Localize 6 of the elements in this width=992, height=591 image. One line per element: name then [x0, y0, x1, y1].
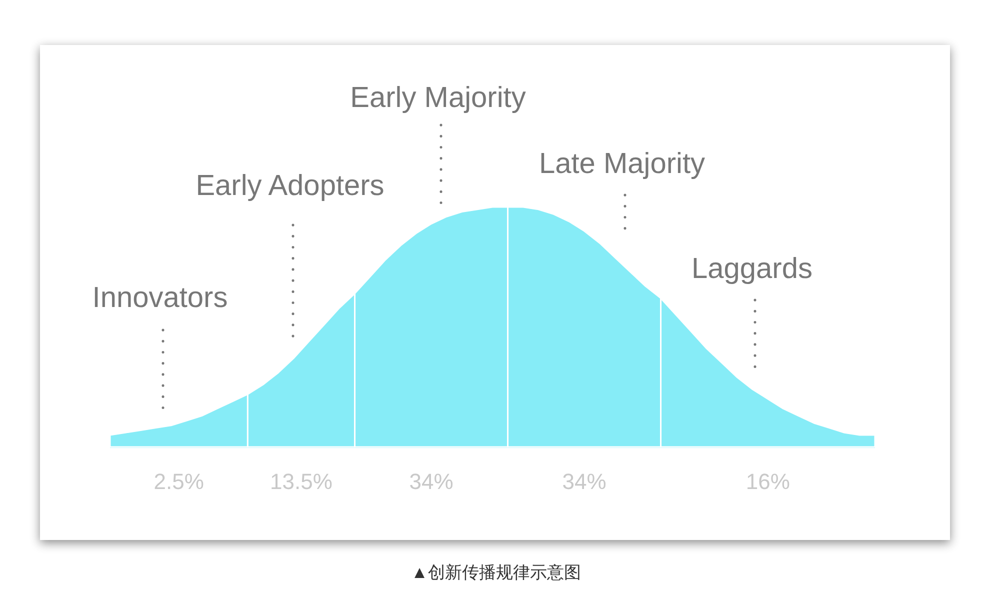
text: Early Adopters	[196, 170, 384, 202]
series-label: Laggards	[692, 253, 812, 285]
text: ▲创新传播规律示意图	[411, 563, 581, 582]
text: Early Majority	[350, 82, 526, 114]
series-label: Late Majority	[538, 148, 706, 180]
text: Innovators	[92, 282, 228, 314]
